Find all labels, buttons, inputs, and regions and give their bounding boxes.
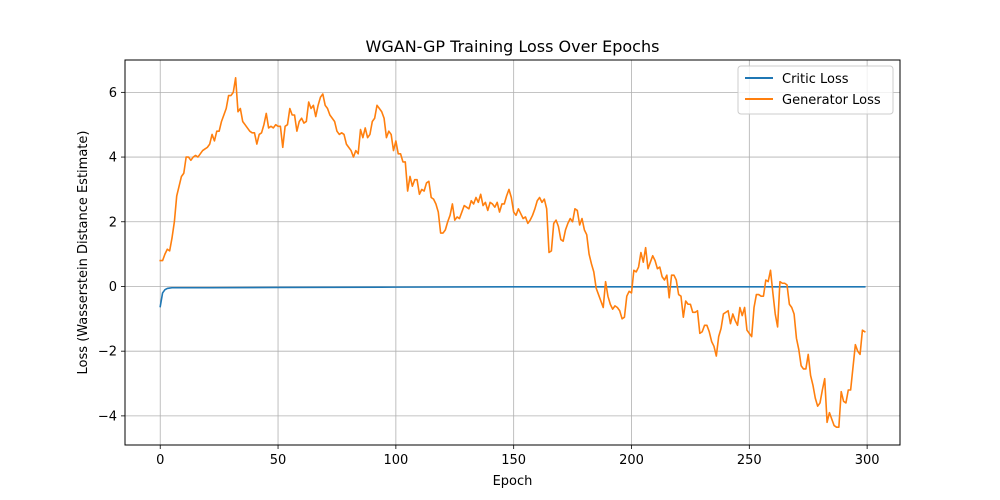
plot-area-frame [124, 59, 901, 446]
series-lines [159, 76, 866, 429]
legend-box [737, 65, 894, 115]
x-tick-label: 0 [156, 453, 164, 468]
y-tick-label: 6 [109, 86, 117, 101]
y-tick-label: −4 [98, 409, 117, 424]
x-tick-label: 100 [383, 453, 408, 468]
y-axis-ticks: −4 −2 0 2 4 6 [98, 86, 125, 424]
y-tick-label: 4 [109, 151, 117, 166]
y-axis-label: Loss (Wasserstein Distance Estimate) [76, 131, 91, 375]
x-tick-label: 150 [501, 453, 526, 468]
chart-title: WGAN-GP Training Loss Over Epochs [366, 37, 660, 56]
x-tick-label: 200 [619, 453, 644, 468]
x-axis-label: Epoch [493, 474, 533, 489]
legend: Critic Loss Generator Loss [737, 65, 894, 115]
x-tick-label: 250 [737, 453, 762, 468]
y-tick-label: 2 [109, 215, 117, 230]
series-line-generator [159, 76, 866, 429]
x-tick-label: 300 [855, 453, 880, 468]
legend-label-generator: Generator Loss [782, 93, 881, 108]
y-tick-label: 0 [109, 280, 117, 295]
legend-label-critic: Critic Loss [782, 72, 849, 87]
y-tick-label: −2 [98, 345, 117, 360]
x-axis-ticks: 0 50 100 150 200 250 300 [156, 445, 880, 468]
series-line-critic [159, 285, 866, 308]
x-tick-label: 50 [270, 453, 287, 468]
